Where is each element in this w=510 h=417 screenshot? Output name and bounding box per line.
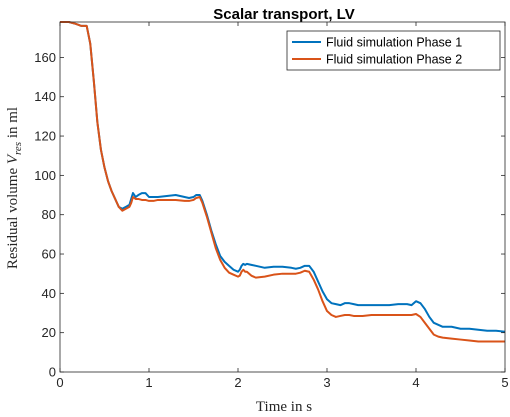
x-tick-label: 1 <box>145 375 152 390</box>
series-line-1 <box>60 21 506 333</box>
plot-area <box>60 22 505 372</box>
legend-label-2: Fluid simulation Phase 2 <box>326 53 462 67</box>
series-lines <box>60 21 506 343</box>
y-tick-label: 160 <box>34 50 56 65</box>
y-axis-label-subscript: res <box>12 142 24 155</box>
y-axis-label-prefix: Residual volume <box>5 164 21 269</box>
x-tick-label: 3 <box>323 375 330 390</box>
legend-box <box>286 30 501 71</box>
series-line-2 <box>60 21 505 343</box>
axes-box <box>59 21 506 373</box>
axes <box>59 21 506 373</box>
y-tick-label: 60 <box>42 247 56 262</box>
legend-label-1: Fluid simulation Phase 1 <box>326 36 462 50</box>
y-tick-label: 80 <box>42 207 56 222</box>
y-tick-label: 140 <box>34 89 56 104</box>
y-tick-label: 120 <box>34 129 56 144</box>
x-tick-label: 5 <box>501 375 508 390</box>
y-tick-label: 40 <box>42 286 56 301</box>
chart-title: Scalar transport, LV <box>213 6 354 23</box>
legend: Fluid simulation Phase 1 Fluid simulation… <box>286 30 501 71</box>
y-axis-label: Residual volume Vres in ml <box>5 107 24 269</box>
x-tick-label: 4 <box>412 375 419 390</box>
x-axis-ticks: 0 1 2 3 4 5 <box>56 22 509 390</box>
plot-background <box>60 22 505 372</box>
y-axis-ticks: 0 20 40 60 80 100 120 140 160 <box>34 50 505 380</box>
x-axis-label: Time in s <box>256 399 312 415</box>
y-axis-label-suffix: in ml <box>5 107 21 142</box>
y-tick-label: 100 <box>34 168 56 183</box>
x-tick-label: 0 <box>56 375 63 390</box>
y-tick-label: 0 <box>49 365 56 380</box>
y-tick-label: 20 <box>42 325 56 340</box>
x-tick-label: 2 <box>234 375 241 390</box>
y-axis-label-symbol: V <box>5 153 21 164</box>
